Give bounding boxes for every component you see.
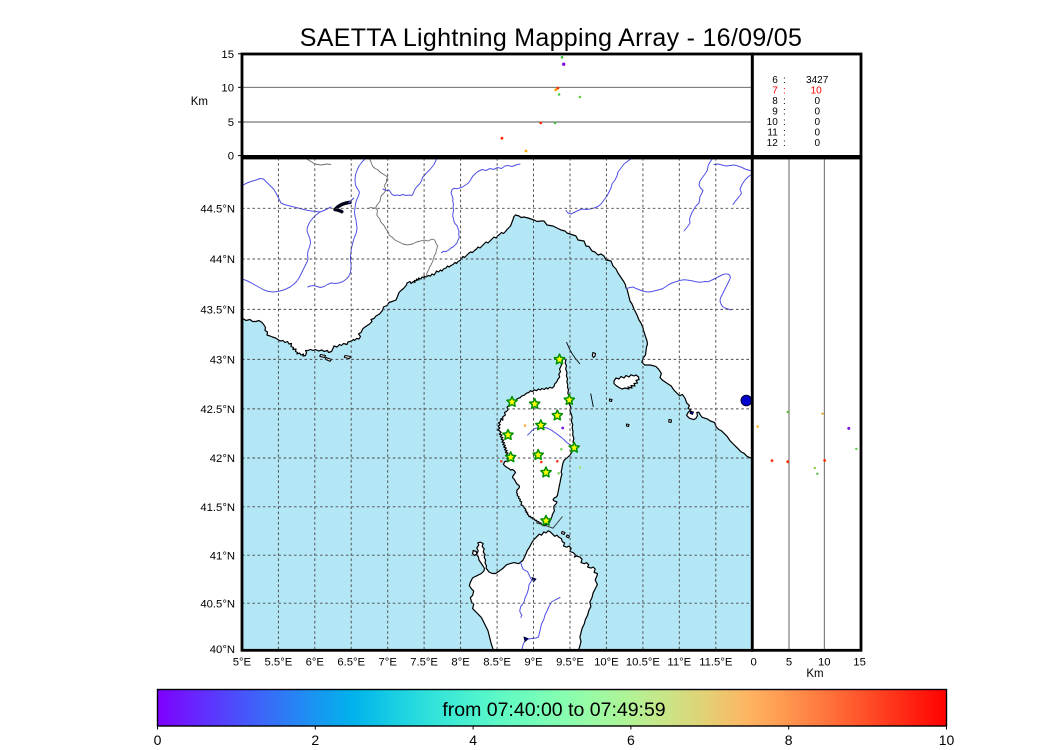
svg-text:3427: 3427 [806,75,829,86]
svg-text:44°N: 44°N [210,254,235,266]
svg-text:10°E: 10°E [594,657,619,669]
svg-text:4: 4 [469,732,477,748]
svg-text:12: 12 [767,138,779,149]
svg-text:43.5°N: 43.5°N [200,305,235,317]
svg-text:0: 0 [814,138,820,149]
svg-text:9°E: 9°E [524,657,543,669]
svg-text:7°E: 7°E [379,657,398,669]
svg-text:11: 11 [767,128,778,139]
svg-text:6°E: 6°E [306,657,325,669]
svg-text:6.5°E: 6.5°E [337,657,365,669]
svg-text::: : [783,96,786,107]
svg-text:0: 0 [814,96,820,107]
svg-text:8°E: 8°E [451,657,470,669]
svg-text:7: 7 [772,86,778,97]
svg-text::: : [783,117,786,128]
svg-text:5.5°E: 5.5°E [265,657,293,669]
svg-text::: : [783,75,786,86]
svg-text:10: 10 [818,657,831,669]
svg-text:10.5°E: 10.5°E [626,657,661,669]
svg-text::: : [783,128,786,139]
svg-text:40.5°N: 40.5°N [200,598,235,610]
svg-text:10: 10 [939,732,955,748]
svg-text:0: 0 [814,107,820,118]
svg-text:6: 6 [627,732,635,748]
svg-text:0: 0 [154,732,162,748]
svg-text:44.5°N: 44.5°N [200,203,235,215]
svg-text::: : [783,107,786,118]
svg-text:42°N: 42°N [210,453,235,465]
svg-text:15: 15 [853,657,866,669]
svg-text:42.5°N: 42.5°N [200,404,235,416]
svg-text:41.5°N: 41.5°N [200,502,235,514]
svg-text:0: 0 [814,128,820,139]
svg-text:10: 10 [811,86,823,97]
svg-text:from 07:40:00 to 07:49:59: from 07:40:00 to 07:49:59 [442,699,665,721]
svg-text:5: 5 [786,657,792,669]
svg-text:11°E: 11°E [667,657,691,669]
svg-text:8: 8 [772,96,778,107]
svg-text::: : [783,86,786,97]
svg-text:9.5°E: 9.5°E [556,657,584,669]
svg-text::: : [783,138,786,149]
svg-text:5: 5 [228,117,234,129]
svg-text:Km: Km [191,96,208,108]
svg-text:11.5°E: 11.5°E [699,657,733,669]
svg-text:8: 8 [785,732,793,748]
svg-text:8.5°E: 8.5°E [483,657,511,669]
svg-text:2: 2 [311,732,319,748]
svg-text:6: 6 [772,75,778,86]
svg-text:9: 9 [772,107,778,118]
svg-text:43°N: 43°N [210,355,235,367]
svg-text:5°E: 5°E [233,657,252,669]
svg-text:SAETTA Lightning Mapping Array: SAETTA Lightning Mapping Array - 16/09/0… [300,24,802,52]
svg-text:7.5°E: 7.5°E [410,657,438,669]
svg-text:15: 15 [221,49,234,61]
svg-text:Km: Km [806,668,823,680]
svg-text:10: 10 [221,82,234,94]
svg-text:10: 10 [767,117,779,128]
svg-text:40°N: 40°N [210,644,235,656]
svg-text:41°N: 41°N [210,550,235,562]
svg-text:0: 0 [814,117,820,128]
svg-text:0: 0 [751,657,757,669]
svg-text:0: 0 [228,151,234,163]
